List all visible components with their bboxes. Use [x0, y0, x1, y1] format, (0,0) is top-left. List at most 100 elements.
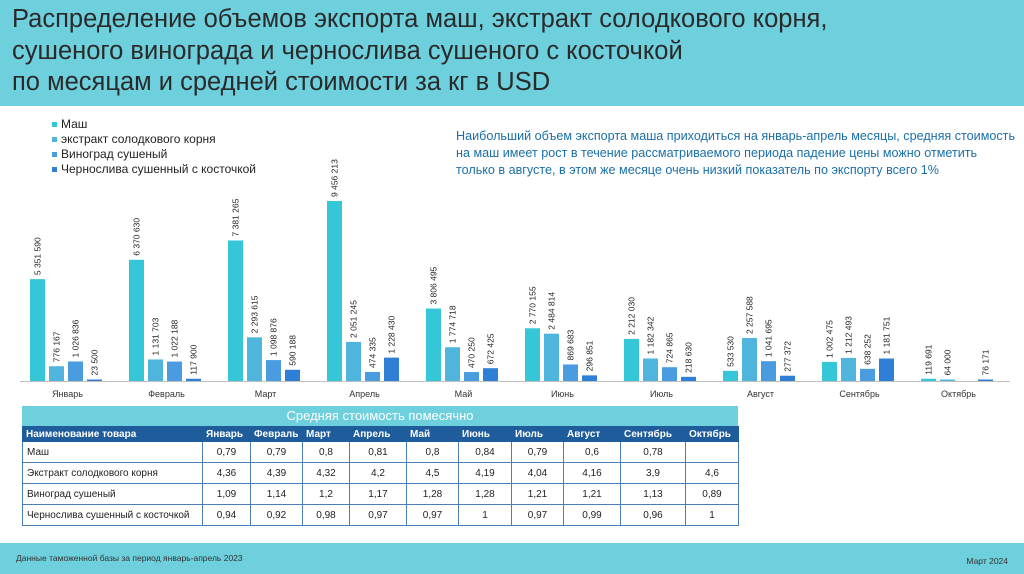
- data-label: 724 865: [665, 332, 675, 363]
- bar: [978, 379, 993, 381]
- data-label: 1 026 836: [71, 319, 81, 357]
- legend-swatch: [52, 167, 57, 172]
- data-label: 776 167: [52, 331, 62, 362]
- data-label: 218 630: [684, 342, 694, 373]
- table-cell: 0,97: [406, 504, 459, 526]
- bar: [761, 361, 776, 381]
- bar: [247, 337, 262, 381]
- table-cell: 1,13: [620, 483, 686, 505]
- table-row: Экстракт солодкового корня 4,36 4,39 4,3…: [22, 462, 739, 484]
- table-cell: 1,21: [563, 483, 621, 505]
- table-cell: 0,78: [620, 441, 686, 463]
- table-cell: 0,79: [511, 441, 564, 463]
- table-row: Виноград сушеный 1,09 1,14 1,2 1,17 1,28…: [22, 483, 739, 505]
- x-tick-label: Февраль: [148, 389, 185, 399]
- bar: [346, 341, 361, 381]
- table-cell: 0,96: [620, 504, 686, 526]
- x-tick-label: Сентябрь: [839, 389, 880, 399]
- table-cell: 0,8: [406, 441, 459, 463]
- table-cell: Виноград сушеный: [22, 483, 203, 505]
- bar: [426, 308, 441, 381]
- table-cell: 4,16: [563, 462, 621, 484]
- bar: [624, 338, 639, 381]
- data-label: 2 484 814: [547, 292, 557, 330]
- legend-item: экстракт солодкового корня: [52, 132, 256, 147]
- x-tick-label: Июнь: [551, 389, 574, 399]
- column-header: Август: [563, 426, 621, 442]
- data-label: 64 000: [943, 349, 953, 375]
- table-cell: 4,39: [250, 462, 303, 484]
- footer-date: Март 2024: [966, 556, 1008, 566]
- data-label: 2 770 155: [528, 286, 538, 324]
- table-cell: 3,9: [620, 462, 686, 484]
- data-label: 672 425: [486, 333, 496, 364]
- data-label: 2 293 615: [250, 295, 260, 333]
- table-cell: 0,98: [302, 504, 350, 526]
- table-caption: Средняя стоимость помесячно: [22, 406, 738, 426]
- bar: [186, 378, 201, 381]
- bar: [87, 379, 102, 381]
- bar: [662, 367, 677, 381]
- data-label: 1 181 751: [882, 316, 892, 354]
- chart-legend: Маш экстракт солодкового корня Виноград …: [52, 117, 256, 177]
- data-label: 1 041 695: [764, 319, 774, 357]
- title-line: по месяцам и средней стоимости за кг в U…: [12, 68, 551, 96]
- bar: [841, 357, 856, 381]
- bar: [742, 338, 757, 381]
- bar: [445, 347, 460, 381]
- table-cell: 0,97: [349, 504, 407, 526]
- data-label: 2 212 030: [627, 297, 637, 335]
- price-table: Наименование товара Январь Февраль Март …: [22, 426, 739, 526]
- data-label: 1 131 703: [151, 317, 161, 355]
- legend-item: Маш: [52, 117, 256, 132]
- data-label: 1 022 188: [170, 319, 180, 357]
- column-header: Июнь: [458, 426, 512, 442]
- data-label: 6 370 630: [132, 218, 142, 256]
- bar: [68, 361, 83, 381]
- table-cell: 1,14: [250, 483, 303, 505]
- data-label: 2 051 245: [349, 300, 359, 338]
- column-header: Сентябрь: [620, 426, 686, 442]
- table-cell: 0,81: [349, 441, 407, 463]
- data-label: 869 683: [566, 329, 576, 360]
- column-header: Наименование товара: [22, 426, 203, 442]
- table-cell: 0,94: [202, 504, 251, 526]
- x-tick-label: Январь: [52, 389, 83, 399]
- footer-source: Данные таможенной базы за период январь-…: [16, 553, 243, 563]
- data-label: 5 351 590: [33, 237, 43, 275]
- bar: [525, 328, 540, 381]
- column-header: Январь: [202, 426, 251, 442]
- bar: [464, 372, 479, 381]
- bar: [384, 357, 399, 381]
- table-row: Маш 0,79 0,79 0,8 0,81 0,8 0,84 0,79 0,6…: [22, 441, 739, 463]
- table-cell: [685, 441, 739, 463]
- table-cell: 4,19: [458, 462, 512, 484]
- data-label: 533 530: [726, 336, 736, 367]
- column-header: Апрель: [349, 426, 407, 442]
- title-line: сушеного винограда и чернослива сушеного…: [12, 36, 683, 65]
- data-label: 1 098 876: [269, 318, 279, 356]
- table-cell: Экстракт солодкового корня: [22, 462, 203, 484]
- bar: [49, 366, 64, 381]
- legend-item: Виноград сушеный: [52, 147, 256, 162]
- bar: [167, 361, 182, 381]
- table-cell: 4,36: [202, 462, 251, 484]
- table-cell: 0,79: [202, 441, 251, 463]
- legend-swatch: [52, 137, 57, 142]
- data-label: 470 250: [467, 337, 477, 368]
- table-cell: 0,89: [685, 483, 739, 505]
- data-label: 1 212 493: [844, 316, 854, 354]
- data-label: 590 188: [288, 335, 298, 366]
- bar: [266, 360, 281, 381]
- data-label: 1 182 342: [646, 316, 656, 354]
- bar: [483, 368, 498, 381]
- x-tick-label: Май: [455, 389, 473, 399]
- data-label: 277 372: [783, 341, 793, 372]
- table-cell: 0,97: [511, 504, 564, 526]
- data-label: 638 252: [863, 334, 873, 365]
- legend-item: Чернослива сушенный с косточкой: [52, 162, 256, 177]
- bar: [940, 379, 955, 381]
- data-label: 474 335: [368, 337, 378, 368]
- table-cell: Маш: [22, 441, 203, 463]
- bar: [30, 279, 45, 381]
